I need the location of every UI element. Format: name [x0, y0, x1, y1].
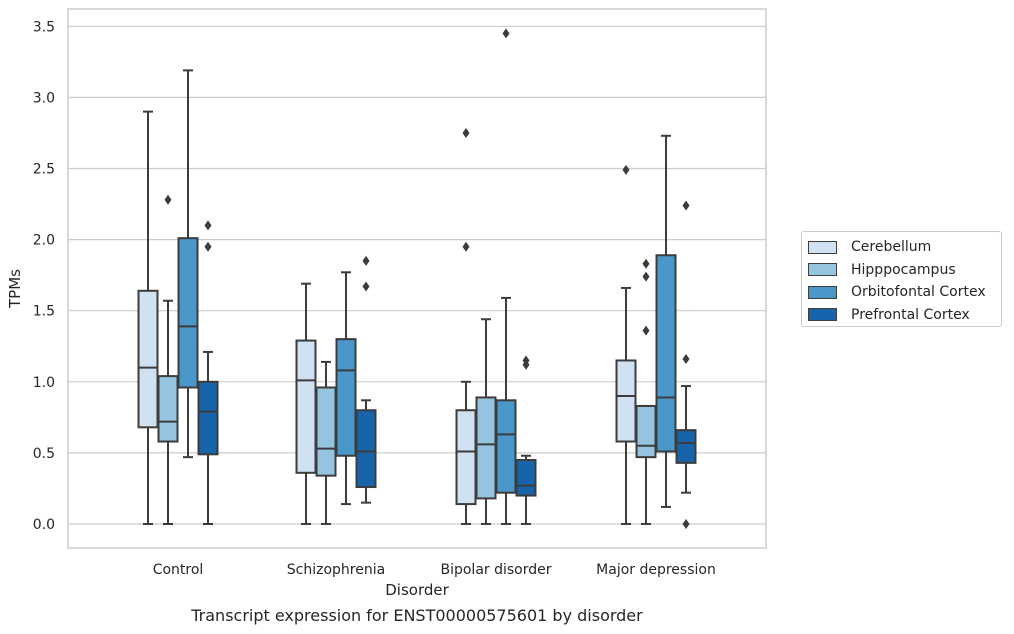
legend-swatch [808, 308, 837, 322]
y-tick-label: 1.5 [33, 304, 55, 320]
outlier-point [204, 220, 212, 231]
legend-item-hippocampus: Hipppocampus [808, 259, 1001, 282]
box-iqr [177, 237, 199, 389]
y-tick-label: 0.5 [33, 446, 55, 462]
outlier-point [522, 355, 530, 366]
legend-item-prefrontal: Prefrontal Cortex [808, 304, 1001, 327]
outlier-point [642, 258, 650, 269]
x-tick-label: Major depression [596, 562, 716, 578]
box-iqr [475, 396, 497, 500]
box-hipppocampus [157, 194, 179, 525]
outlier-point [642, 271, 650, 282]
box-orbitofontal-cortex [335, 271, 357, 506]
outlier-point [164, 194, 172, 205]
box-cerebellum [615, 164, 637, 525]
outlier-point [642, 325, 650, 336]
box-iqr [157, 375, 179, 443]
box-iqr [635, 404, 657, 459]
box-iqr [335, 338, 357, 457]
outlier-point [362, 255, 370, 266]
y-axis-label: TPMs [6, 269, 24, 309]
box-cerebellum [455, 127, 477, 525]
outlier-point [682, 200, 690, 211]
legend-label: Orbitofontal Cortex [851, 284, 986, 301]
box-cerebellum [295, 282, 317, 525]
legend-label: Prefrontal Cortex [851, 306, 970, 323]
x-axis-label: Disorder [385, 581, 449, 599]
box-iqr [455, 409, 477, 506]
y-tick-label: 3.0 [33, 90, 55, 106]
legend-label: Hipppocampus [851, 261, 956, 278]
y-tick-label: 0.0 [33, 517, 55, 533]
x-tick-label: Control [153, 562, 204, 578]
boxes [137, 28, 697, 529]
box-hipppocampus [635, 258, 657, 525]
box-iqr [197, 380, 219, 456]
box-cerebellum [137, 110, 159, 525]
box-iqr [515, 459, 537, 497]
y-tick-label: 3.5 [33, 19, 55, 35]
x-tick-labels: Control Schizophrenia Bipolar disorder Majo… [153, 562, 716, 578]
box-hipppocampus [315, 360, 337, 525]
outlier-point [682, 354, 690, 365]
box-prefrontal-cortex [355, 255, 377, 504]
box-prefrontal-cortex [515, 355, 537, 525]
box-iqr [615, 359, 637, 443]
y-tick-label: 1.0 [33, 375, 55, 391]
box-prefrontal-cortex [197, 220, 219, 525]
box-iqr [495, 399, 517, 494]
x-tick-label: Schizophrenia [287, 562, 385, 578]
figure-caption: Transcript expression for ENST0000057560… [191, 606, 643, 625]
box-orbitofontal-cortex [177, 69, 199, 459]
box-iqr [137, 289, 159, 429]
legend-swatch [808, 240, 837, 254]
box-iqr [315, 386, 337, 477]
box-orbitofontal-cortex [495, 28, 517, 525]
box-iqr [295, 339, 317, 474]
box-iqr [655, 254, 677, 453]
legend-swatch [808, 263, 837, 277]
legend: Cerebellum Hipppocampus Orbitofontal Cor… [801, 231, 1002, 327]
box-prefrontal-cortex [675, 200, 697, 529]
outlier-point [622, 164, 630, 175]
outlier-point [462, 241, 470, 252]
y-tick-label: 2.0 [33, 233, 55, 249]
outlier-point [502, 28, 510, 39]
y-tick-label: 2.5 [33, 162, 55, 178]
outlier-point [204, 241, 212, 252]
box-hipppocampus [475, 318, 497, 525]
legend-item-cerebellum: Cerebellum [808, 236, 1001, 259]
legend-swatch [808, 285, 837, 299]
legend-item-orbitofrontal: Orbitofontal Cortex [808, 281, 1001, 304]
y-tick-labels: 0.0 0.5 1.0 1.5 2.0 2.5 3.0 3.5 [33, 19, 55, 533]
box-iqr [675, 429, 697, 464]
outlier-point [362, 281, 370, 292]
box-iqr [355, 409, 377, 489]
x-tick-label: Bipolar disorder [440, 562, 551, 578]
legend-label: Cerebellum [851, 239, 932, 256]
outlier-point [682, 519, 690, 529]
outlier-point [462, 127, 470, 138]
box-orbitofontal-cortex [655, 134, 677, 508]
plot-frame [67, 8, 767, 549]
